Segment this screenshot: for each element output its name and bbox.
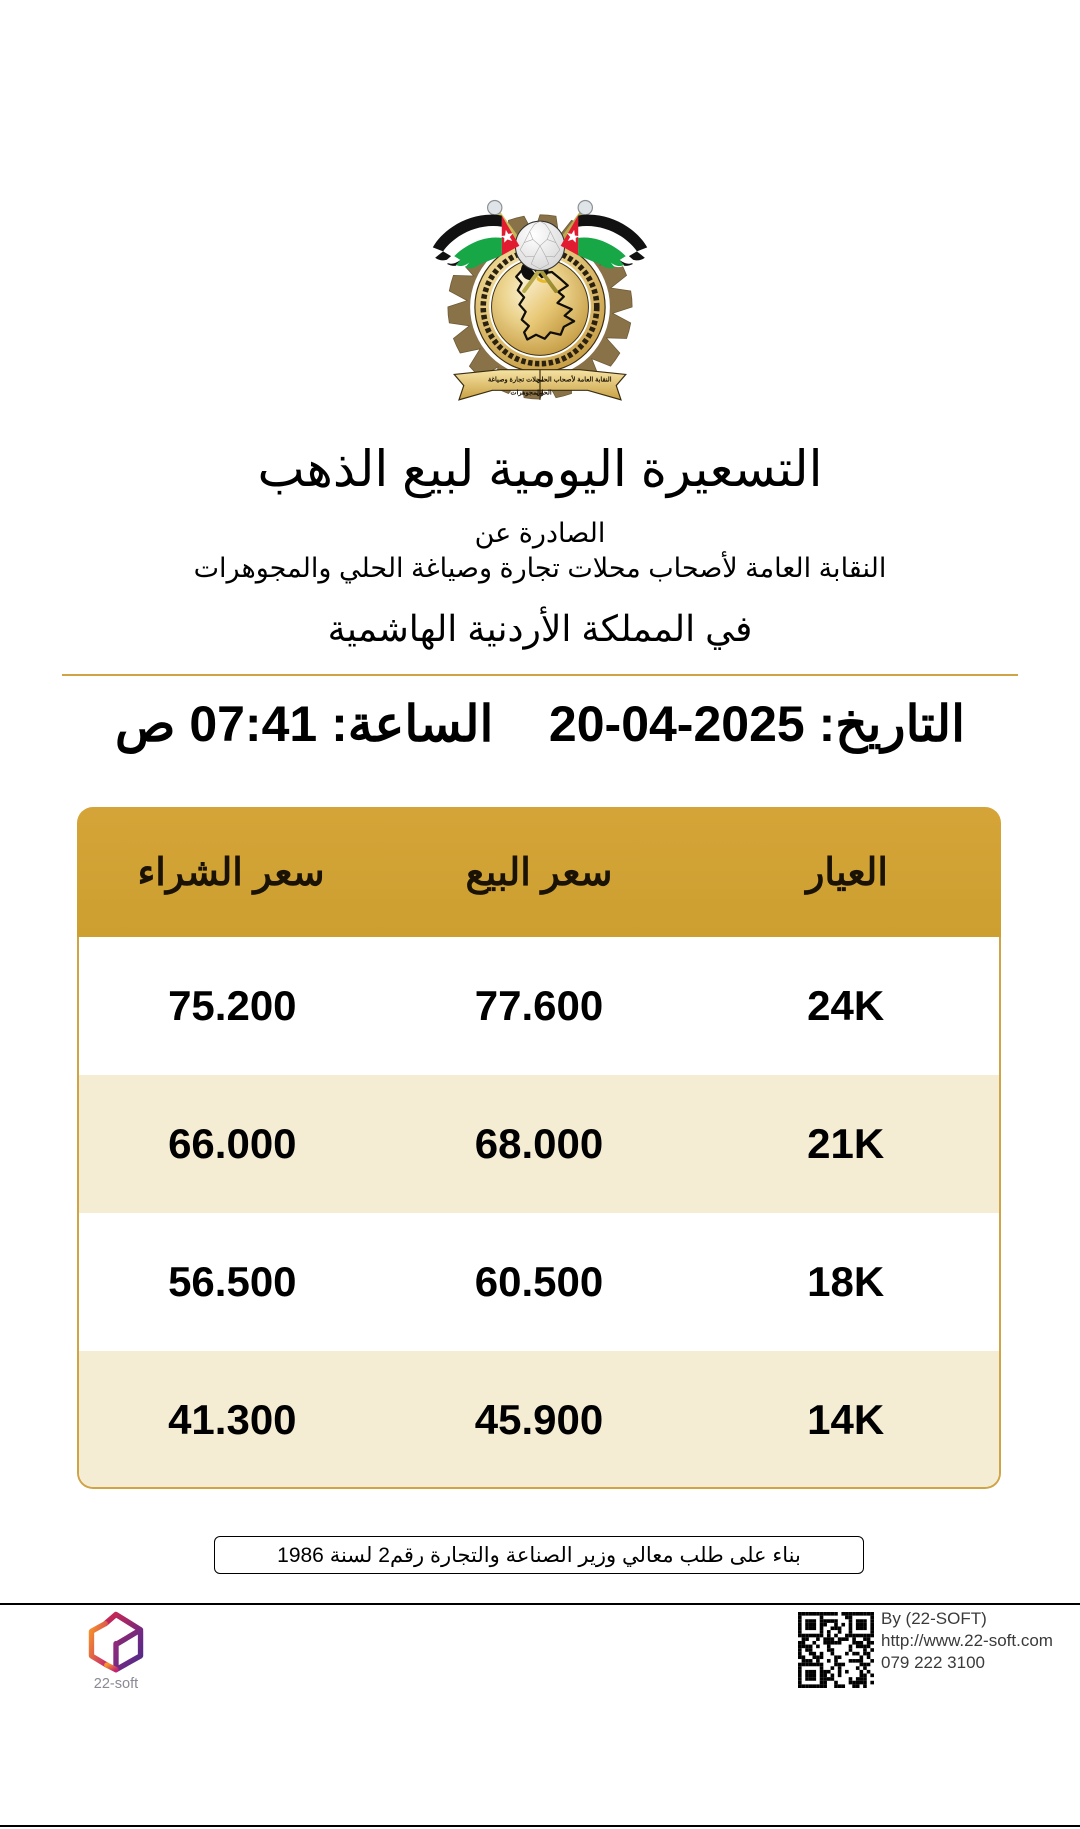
svg-text:22-soft: 22-soft xyxy=(94,1676,138,1692)
svg-text:والمجوهرات: والمجوهرات xyxy=(510,388,544,396)
svg-text:محلات تجارة وصياغة: محلات تجارة وصياغة xyxy=(488,376,544,384)
